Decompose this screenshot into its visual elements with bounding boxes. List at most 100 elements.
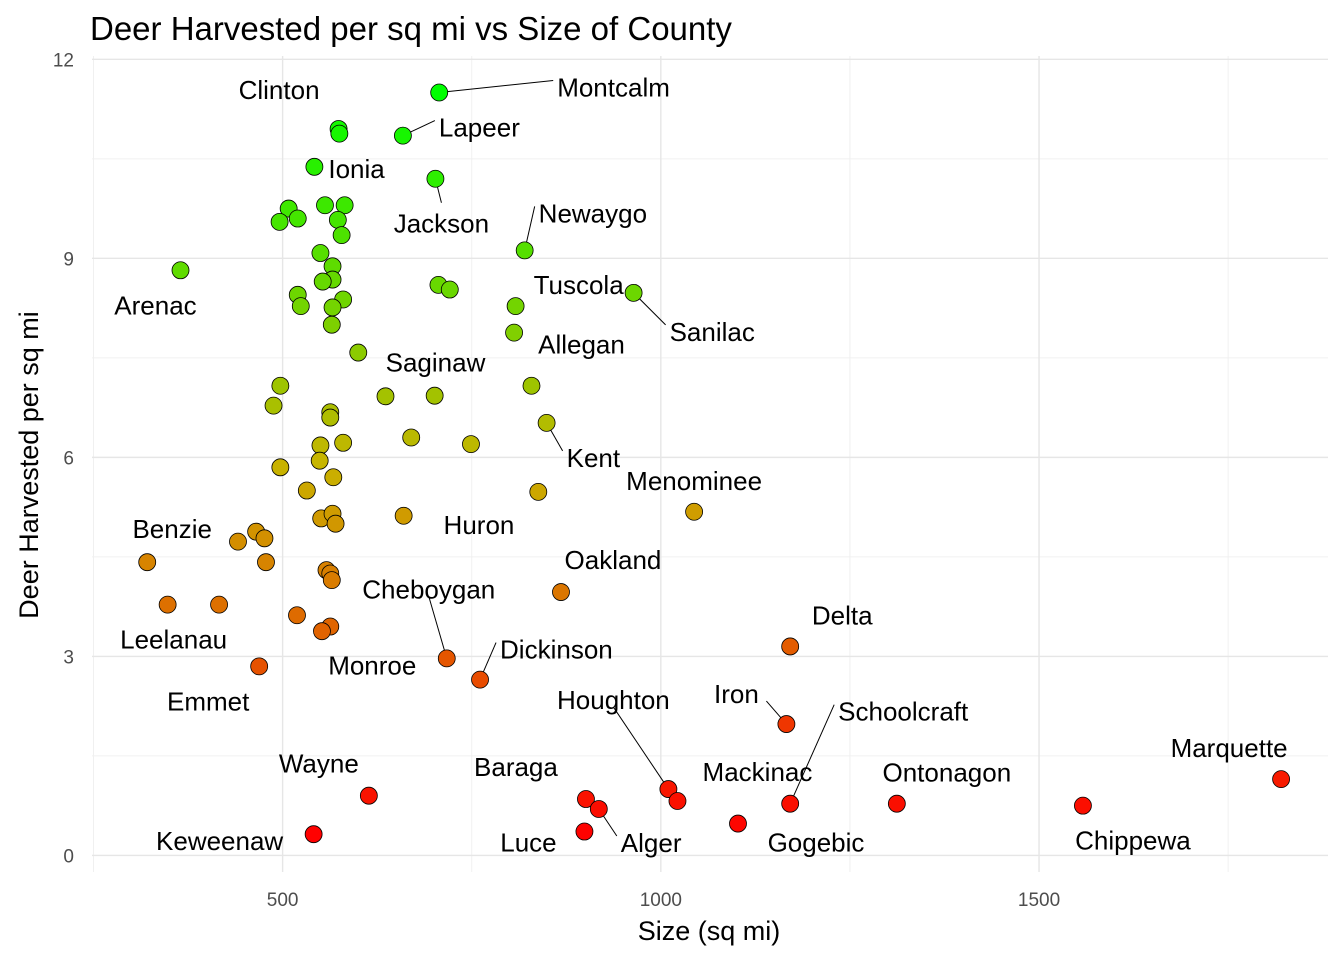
data-point (305, 157, 324, 176)
x-tick-label: 500 (267, 890, 299, 911)
y-tick-label: 9 (63, 249, 74, 270)
data-point (426, 169, 445, 188)
data-point (777, 715, 796, 733)
data-point (324, 468, 343, 487)
data-point (471, 670, 489, 689)
data-point (334, 433, 353, 452)
gridlines (92, 56, 1328, 872)
data-point (138, 553, 157, 572)
data-point (330, 124, 349, 143)
data-point (297, 481, 316, 500)
data-point (335, 196, 354, 215)
point-label: Cheboygan (362, 574, 495, 604)
data-point (668, 792, 687, 810)
data-point (440, 280, 459, 299)
y-axis-title: Deer Harvested per sq mi (14, 311, 44, 619)
chart-title: Deer Harvested per sq mi vs Size of Coun… (90, 10, 732, 47)
point-label: Luce (500, 828, 556, 858)
data-point (311, 436, 330, 455)
y-tick-label: 6 (63, 448, 74, 469)
data-point (257, 553, 275, 572)
label-leader-line (439, 79, 554, 93)
data-point (310, 451, 329, 470)
data-point (210, 595, 228, 614)
data-point (515, 241, 534, 260)
data-point (288, 209, 307, 228)
data-point (313, 272, 332, 291)
point-label: Iron (714, 679, 759, 709)
data-point (505, 323, 523, 342)
data-point (659, 780, 678, 798)
axis-ticks: 500 1000 1500 0 3 6 9 12 (53, 50, 1060, 911)
point-label: Leelanau (120, 625, 227, 655)
point-label: Oakland (565, 545, 662, 575)
point-label: Benzie (132, 514, 212, 544)
point-label: Wayne (279, 749, 359, 779)
point-label: Dickinson (500, 635, 613, 665)
point-label: Allegan (538, 330, 625, 360)
data-point (332, 226, 351, 245)
data-point (624, 283, 643, 302)
data-point (729, 814, 747, 833)
data-point (577, 790, 595, 808)
data-point (781, 637, 800, 656)
point-label: Menominee (626, 466, 762, 496)
data-point (328, 210, 347, 229)
data-point (781, 794, 800, 813)
data-point (264, 396, 283, 415)
x-tick-label: 1000 (640, 890, 682, 911)
data-point (402, 428, 421, 447)
point-label: Keweenaw (156, 826, 283, 856)
data-point (349, 343, 368, 362)
point-label: Tuscola (534, 270, 625, 300)
y-tick-label: 3 (63, 647, 74, 668)
point-label: Ionia (328, 154, 385, 184)
point-label: Delta (812, 600, 873, 630)
point-label: Montcalm (557, 72, 670, 102)
data-point (394, 506, 413, 525)
data-point (229, 532, 247, 551)
data-point (425, 386, 444, 405)
point-label: Emmet (167, 686, 250, 716)
data-point (887, 794, 906, 813)
data-point (685, 502, 704, 521)
point-label: Monroe (328, 651, 416, 681)
data-point (311, 244, 330, 262)
data-point (255, 529, 274, 548)
data-point (1074, 796, 1092, 815)
data-point (437, 649, 456, 668)
point-label: Chippewa (1075, 826, 1191, 856)
data-point (271, 458, 290, 477)
data-point (430, 83, 449, 102)
label-leader-line (428, 596, 448, 659)
point-label: Newaygo (539, 198, 647, 228)
point-label: Alger (621, 828, 682, 858)
data-point (304, 825, 323, 844)
point-label: Sanilac (670, 317, 755, 347)
point-label: Lapeer (439, 113, 520, 143)
point-label: Baraga (474, 752, 558, 782)
data-points (138, 83, 1291, 844)
data-point (359, 786, 378, 805)
data-point (270, 212, 289, 231)
y-tick-label: 12 (53, 50, 74, 71)
data-point (291, 297, 310, 316)
data-point (537, 413, 556, 432)
x-axis-title: Size (sq mi) (638, 916, 781, 946)
point-label: Kent (567, 443, 621, 473)
data-point (575, 822, 594, 841)
label-leader-line (789, 704, 835, 804)
x-tick-label: 1500 (1018, 890, 1060, 911)
point-label: Huron (444, 510, 515, 540)
data-point (313, 622, 331, 641)
data-point (250, 657, 269, 676)
point-label: Arenac (114, 290, 196, 320)
data-point (171, 261, 190, 280)
data-point (323, 298, 342, 317)
data-point (326, 514, 345, 533)
label-leader-line (612, 706, 669, 790)
point-label: Marquette (1171, 733, 1288, 763)
point-label: Mackinac (703, 757, 813, 787)
point-label: Jackson (394, 209, 489, 239)
